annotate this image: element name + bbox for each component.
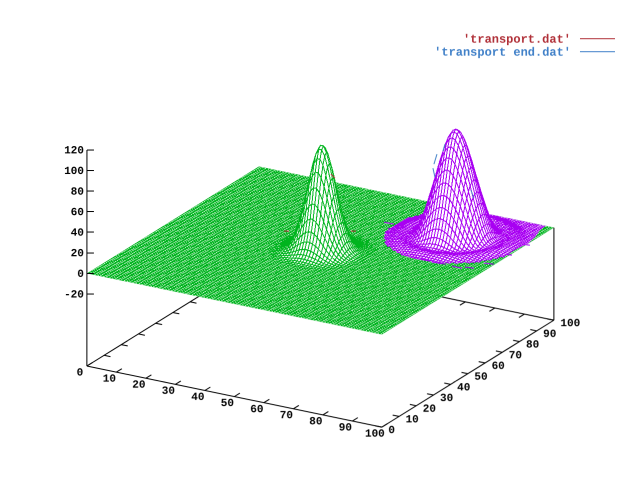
svg-text:80: 80: [526, 340, 539, 352]
svg-text:40: 40: [457, 382, 470, 394]
svg-text:60: 60: [71, 207, 84, 219]
svg-text:30: 30: [162, 386, 175, 398]
svg-text:40: 40: [71, 228, 84, 240]
svg-text:80: 80: [309, 416, 322, 428]
svg-text:60: 60: [492, 361, 505, 373]
svg-text:10: 10: [406, 414, 419, 426]
svg-text:70: 70: [509, 350, 522, 362]
svg-text:-20: -20: [64, 290, 84, 302]
svg-text:100: 100: [64, 166, 84, 178]
svg-text:90: 90: [339, 423, 352, 435]
svg-text:60: 60: [250, 404, 263, 416]
svg-text:'transport end.dat': 'transport end.dat': [434, 46, 571, 60]
svg-text:30: 30: [440, 393, 453, 405]
svg-text:0: 0: [388, 425, 395, 437]
svg-text:100: 100: [560, 318, 580, 330]
svg-text:20: 20: [132, 380, 145, 392]
svg-text:50: 50: [221, 398, 234, 410]
svg-text:20: 20: [71, 248, 84, 260]
svg-text:0: 0: [77, 269, 84, 281]
svg-text:20: 20: [423, 404, 436, 416]
svg-text:10: 10: [103, 374, 116, 386]
svg-text:0: 0: [77, 368, 84, 380]
svg-text:70: 70: [280, 410, 293, 422]
svg-text:80: 80: [71, 187, 84, 199]
svg-text:'transport.dat': 'transport.dat': [463, 33, 571, 47]
svg-text:50: 50: [474, 372, 487, 384]
svg-text:90: 90: [543, 329, 556, 341]
svg-text:40: 40: [191, 392, 204, 404]
svg-text:120: 120: [64, 145, 84, 157]
svg-text:100: 100: [365, 429, 385, 441]
